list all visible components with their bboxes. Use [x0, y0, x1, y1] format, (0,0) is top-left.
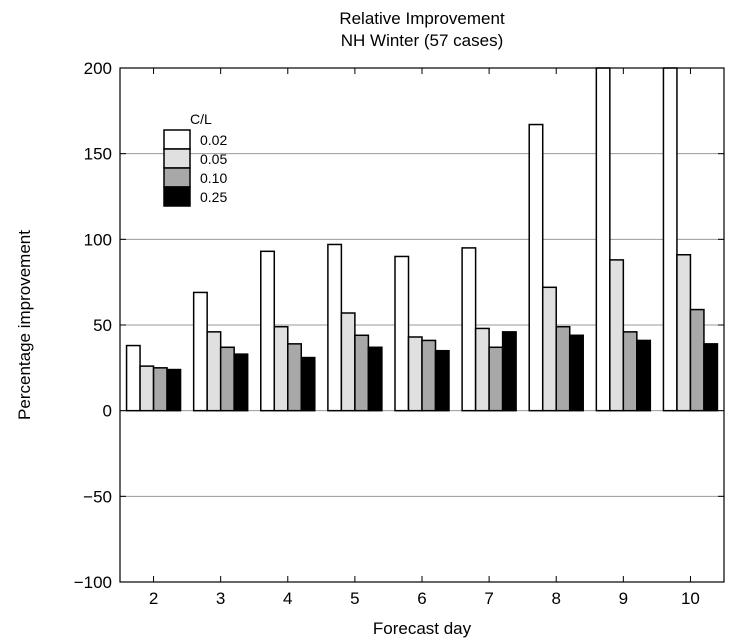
bar-0_05-day-10	[676, 254, 692, 412]
bar-0_02-day-6	[394, 255, 410, 412]
y-tick-label: 50	[93, 316, 112, 335]
bar-0_25-day-10	[703, 343, 719, 412]
legend-title: C/L	[190, 111, 212, 127]
bar-0_10-day-4	[287, 343, 303, 412]
x-tick-label: 6	[417, 589, 426, 608]
bar-0_25-day-5	[367, 346, 383, 412]
bar-0_02-day-10	[662, 67, 678, 412]
bar-0_05-day-9	[609, 259, 625, 412]
bar-0_10-day-5	[354, 334, 370, 412]
x-tick-label: 5	[350, 589, 359, 608]
axis-ticks: −100 −50 0 50 100 150 200 2 3 4 5 6 7 8 9 10	[74, 59, 724, 608]
legend-swatch-0_25	[163, 186, 191, 207]
legend-label-0_05: 0.05	[200, 151, 227, 167]
x-tick-label: 3	[216, 589, 225, 608]
bar-0_10-day-7	[488, 346, 504, 412]
x-axis-label: Forecast day	[373, 619, 472, 638]
legend: C/L 0.02 0.05 0.10 0.25	[163, 111, 227, 207]
bar-0_02-day-2	[125, 344, 141, 412]
bar-0_02-day-8	[528, 123, 544, 412]
bar-0_10-day-2	[152, 367, 168, 412]
legend-swatch-0_05	[163, 148, 191, 169]
x-tick-label: 2	[149, 589, 158, 608]
bar-0_05-day-6	[407, 336, 423, 412]
y-tick-label: −100	[74, 573, 112, 592]
bar-0_25-day-3	[233, 353, 249, 412]
chart-title: Relative Improvement	[339, 9, 505, 28]
bar-0_05-day-7	[474, 327, 490, 412]
y-tick-label: 150	[84, 145, 112, 164]
bar-0_25-day-8	[568, 334, 584, 412]
bar-0_25-day-7	[501, 331, 517, 412]
bar-0_25-day-9	[636, 339, 652, 412]
bar-0_10-day-3	[219, 346, 235, 412]
y-tick-label: −50	[83, 487, 112, 506]
bar-0_05-day-2	[139, 365, 155, 412]
bar-0_02-day-9	[595, 67, 611, 412]
bar-0_02-day-7	[461, 247, 477, 412]
bar-0_10-day-9	[622, 331, 638, 412]
bar-0_10-day-8	[555, 325, 571, 412]
bars	[125, 67, 719, 412]
y-tick-label: 200	[84, 59, 112, 78]
x-tick-label: 9	[619, 589, 628, 608]
bar-0_25-day-2	[166, 368, 182, 412]
bar-0_05-day-8	[541, 286, 557, 412]
bar-0_02-day-5	[327, 243, 343, 412]
y-tick-label: 0	[103, 402, 112, 421]
bar-0_25-day-4	[300, 356, 316, 412]
grid-lines	[120, 153, 724, 497]
bar-0_05-day-4	[273, 325, 289, 412]
plot-frame	[119, 67, 725, 583]
legend-swatch-0_02	[163, 129, 191, 150]
bar-0_25-day-6	[434, 349, 450, 412]
legend-label-0_25: 0.25	[200, 189, 227, 205]
y-tick-label: 100	[84, 230, 112, 249]
bar-0_05-day-5	[340, 312, 356, 412]
bar-0_02-day-4	[260, 250, 276, 412]
legend-label-0_02: 0.02	[200, 132, 227, 148]
x-tick-label: 8	[551, 589, 560, 608]
legend-label-0_10: 0.10	[200, 170, 227, 186]
x-tick-label: 4	[283, 589, 292, 608]
legend-swatch-0_10	[163, 167, 191, 188]
x-tick-label: 10	[681, 589, 700, 608]
bar-0_10-day-6	[421, 339, 437, 412]
bar-0_10-day-10	[689, 308, 705, 412]
bar-0_02-day-3	[192, 291, 208, 412]
chart-subtitle: NH Winter (57 cases)	[341, 31, 503, 50]
bar-0_05-day-3	[206, 331, 222, 412]
x-tick-label: 7	[484, 589, 493, 608]
y-axis-label: Percentage improvement	[15, 230, 34, 420]
